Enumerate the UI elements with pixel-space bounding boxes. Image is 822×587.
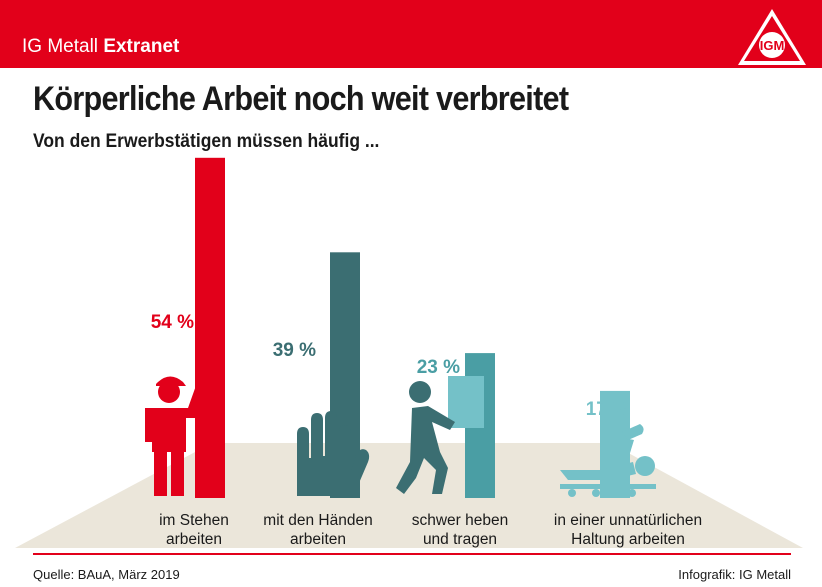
category-label-line: arbeiten bbox=[289, 531, 346, 548]
data-label: 23 % bbox=[417, 357, 460, 378]
standing-worker-icon bbox=[145, 376, 206, 496]
infographic-credit: Infografik: IG Metall bbox=[678, 567, 791, 582]
source-note: Quelle: BAuA, März 2019 bbox=[33, 567, 180, 582]
category-label: in einer unnatürlichen Haltung arbeiten bbox=[543, 511, 713, 549]
category-label-line: schwer heben bbox=[411, 512, 509, 529]
raised-hand-icon bbox=[297, 411, 370, 496]
category-label: im Stehen arbeiten bbox=[109, 511, 279, 549]
logo-text: IGM bbox=[760, 38, 785, 53]
chart-subtitle: Von den Erwerbstätigen müssen häufig ... bbox=[33, 131, 380, 152]
carrying-box-icon bbox=[396, 376, 484, 494]
reclining-mechanic-icon bbox=[560, 424, 656, 497]
header-bar bbox=[0, 0, 822, 68]
category-label-line: arbeiten bbox=[165, 531, 222, 548]
category-label-line: im Stehen bbox=[159, 512, 229, 529]
category-label-line: in einer unnatürlichen bbox=[553, 512, 703, 529]
category-label-line: und tragen bbox=[422, 531, 498, 548]
ig-metall-logo: IGM bbox=[738, 9, 806, 65]
chart-title: Körperliche Arbeit noch weit verbreitet bbox=[33, 80, 569, 118]
data-label: 39 % bbox=[273, 340, 316, 361]
footer-rule bbox=[33, 553, 791, 555]
data-label: 17 % bbox=[586, 399, 629, 420]
brand-label: IG Metall Extranet bbox=[22, 36, 180, 57]
category-label-line: mit den Händen bbox=[263, 512, 373, 529]
bar bbox=[195, 157, 225, 499]
category-label-line: Haltung arbeiten bbox=[571, 531, 685, 548]
category-label: schwer heben und tragen bbox=[375, 511, 545, 549]
category-label: mit den Händen arbeiten bbox=[233, 511, 403, 549]
data-label: 54 % bbox=[151, 312, 194, 333]
